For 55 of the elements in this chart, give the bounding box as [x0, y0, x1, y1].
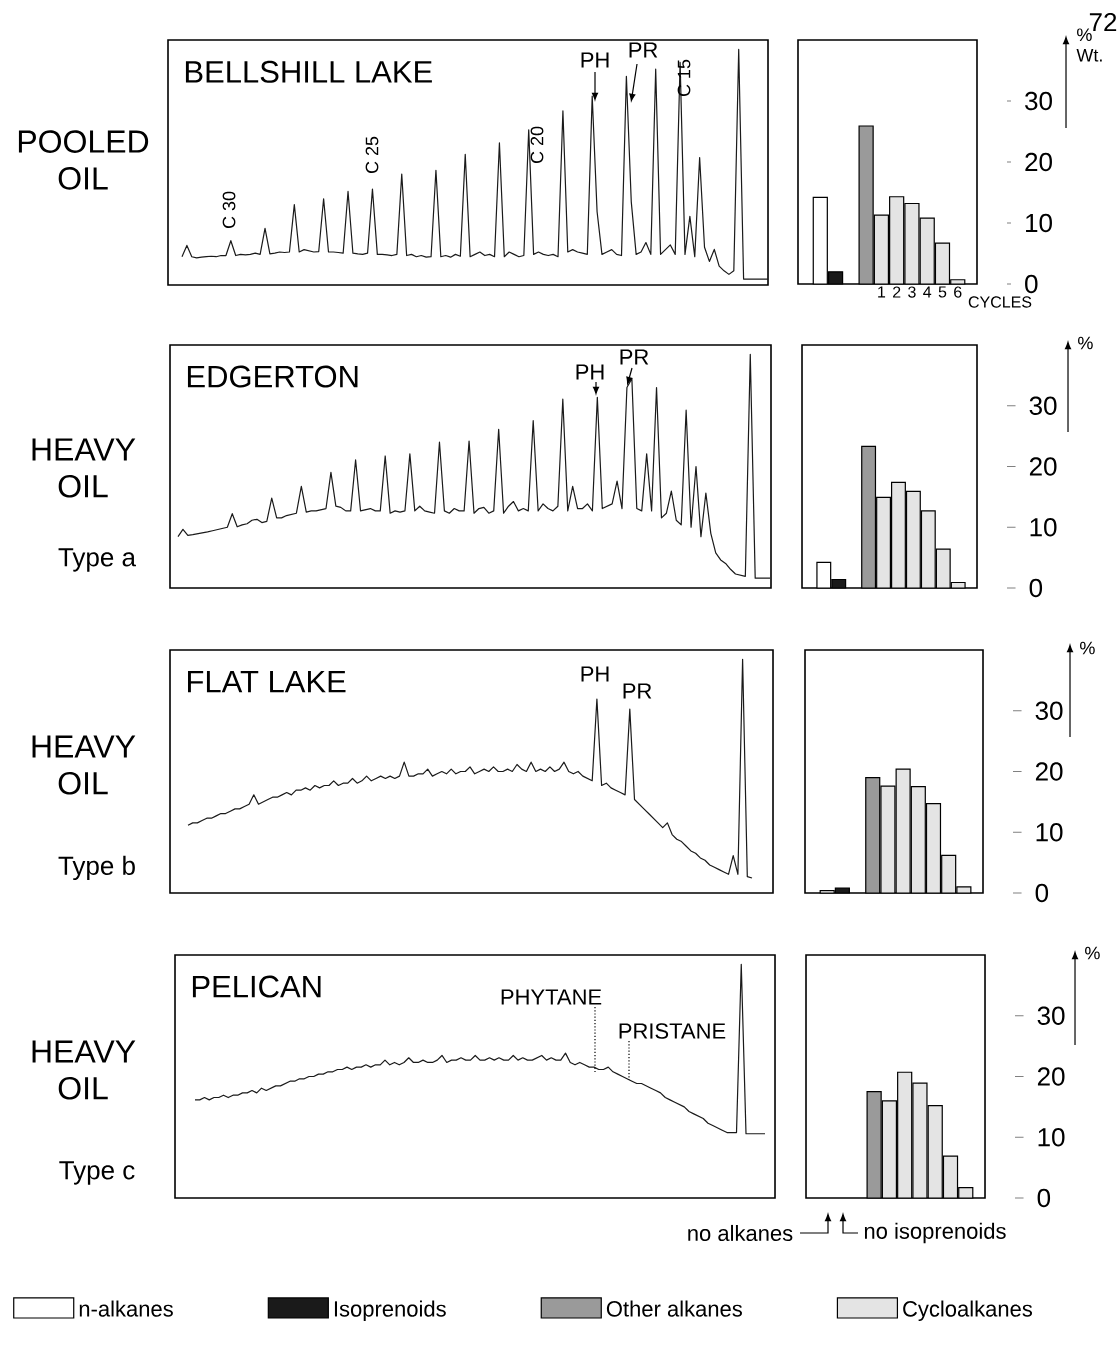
y-tick-label: 20: [1029, 457, 1057, 476]
annotation: C 15: [677, 59, 691, 97]
x-tick-label: 6: [954, 286, 962, 298]
annotation: PRISTANE: [619, 1023, 726, 1039]
y-tick-label: 0: [1025, 274, 1038, 294]
x-axis-title: CYCLES: [968, 296, 1032, 308]
y-tick-label: 30: [1025, 91, 1052, 111]
legend-label: Isoprenoids: [334, 1300, 446, 1321]
y-tick-label: 0: [1035, 883, 1049, 903]
text: no isoprenoids: [864, 1222, 1006, 1244]
chart-title: FLAT LAKE: [188, 670, 346, 693]
y-axis-title: %: [1085, 946, 1100, 960]
y-tick-label: 10: [1026, 213, 1052, 233]
y-axis-title: HEAVY OIL: [32, 735, 136, 795]
y-tick-label: 10: [1030, 518, 1057, 537]
text: Type c: [59, 1161, 135, 1185]
text: no alkanes: [688, 1224, 793, 1242]
y-tick-label: 20: [1037, 1067, 1065, 1086]
chart-title: EDGERTON: [187, 365, 358, 388]
chart-title: PELICAN: [192, 975, 321, 998]
x-tick-label: 5: [938, 286, 947, 298]
annotation: PH: [581, 666, 609, 682]
text: Type b: [58, 855, 135, 881]
y-tick-label: 30: [1035, 701, 1063, 720]
legend-label: Cycloalkanes: [903, 1300, 1033, 1321]
y-tick-label: 0: [1037, 1188, 1051, 1208]
y-axis-title: HEAVY OIL: [32, 438, 136, 498]
y-tick-label: 20: [1035, 762, 1063, 781]
y-tick-label: 20: [1025, 152, 1052, 172]
y-tick-label: 30: [1037, 1006, 1065, 1025]
y-axis-title: %: [1078, 336, 1093, 350]
annotation: PR: [620, 349, 649, 365]
x-tick-label: 3: [908, 286, 916, 298]
annotation: PH: [581, 52, 609, 68]
annotation: PR: [629, 42, 658, 58]
legend-label: n-alkanes: [79, 1300, 173, 1317]
annotation: PH: [576, 364, 604, 380]
text: Type a: [58, 548, 136, 572]
y-tick-label: 30: [1029, 396, 1057, 415]
y-tick-label: 0: [1029, 578, 1043, 598]
legend-label: Other alkanes: [606, 1300, 742, 1317]
x-tick-label: 1: [878, 286, 886, 298]
y-tick-label: 10: [1038, 1128, 1065, 1147]
annotation: PR: [623, 683, 652, 699]
x-tick-label: 4: [923, 286, 932, 298]
annotation: C 30: [222, 191, 236, 229]
y-axis-title: HEAVY OIL: [32, 1040, 136, 1100]
chart-title: BELLSHILL LAKE: [185, 60, 432, 83]
annotation: PHYTANE: [501, 989, 602, 1005]
y-tick-label: 10: [1036, 823, 1063, 842]
x-tick-label: 2: [893, 286, 901, 298]
annotation: C 25: [365, 136, 379, 174]
y-axis-title: POOLED OIL: [18, 130, 149, 190]
y-axis-title: %: [1080, 641, 1095, 655]
annotation: C 20: [530, 126, 544, 164]
